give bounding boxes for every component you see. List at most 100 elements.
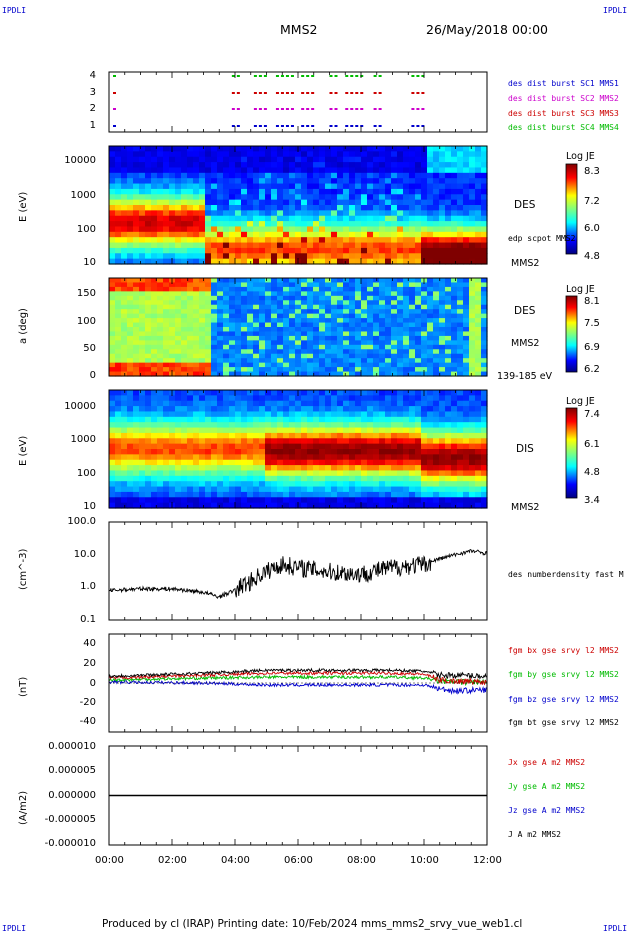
des-energy-spectrogram-cell <box>199 199 206 206</box>
dis-energy-spectrogram-cell <box>175 475 182 482</box>
des-energy-spectrogram-cell <box>403 156 410 163</box>
des-pitch-spectrogram-cell <box>451 295 458 301</box>
dis-energy-spectrogram-cell <box>457 432 464 439</box>
des-pitch-spectrogram-cell <box>433 335 440 341</box>
des-energy-spectrogram-cell <box>421 242 428 249</box>
dis-energy-spectrogram-cell <box>169 416 176 423</box>
dis-energy-spectrogram-cell <box>253 411 260 418</box>
des-pitch-spectrogram-cell <box>337 278 344 284</box>
dis-energy-spectrogram-cell <box>175 502 182 509</box>
des-pitch-spectrogram-cell <box>361 362 368 368</box>
dis-energy-spectrogram-cell <box>205 411 212 418</box>
des-pitch-spectrogram-cell <box>271 309 278 315</box>
des-pitch-spectrogram-cell <box>295 291 302 297</box>
des-energy-spectrogram-cell <box>163 215 170 222</box>
dis-energy-spectrogram-cell <box>439 406 446 413</box>
des-energy-spectrogram-cell <box>349 167 356 174</box>
des-pitch-spectrogram-cell <box>325 286 332 292</box>
des-energy-spectrogram-cell <box>109 258 116 265</box>
dis-energy-spectrogram-cell <box>181 416 188 423</box>
dis-energy-spectrogram-cell <box>433 422 440 429</box>
des-energy-spectrogram-cell <box>451 156 458 163</box>
des-energy-spectrogram-cell <box>427 167 434 174</box>
des-pitch-spectrogram-cell <box>265 322 272 328</box>
des-energy-spectrogram-cell <box>133 162 140 169</box>
dis-energy-spectrogram-cell <box>385 390 392 396</box>
des-energy-spectrogram-cell <box>133 210 140 217</box>
dis-energy-spectrogram-cell <box>109 427 116 434</box>
des-energy-spectrogram-cell <box>115 242 122 249</box>
des-pitch-spectrogram-cell <box>271 367 278 373</box>
dis-energy-spectrogram-cell <box>121 443 128 450</box>
dis-energy-spectrogram-cell <box>223 427 230 434</box>
des-energy-spectrogram-cell <box>127 178 134 185</box>
des-pitch-spectrogram-cell <box>229 309 236 315</box>
des-energy-spectrogram-cell <box>145 210 152 217</box>
des-pitch-spectrogram-cell <box>193 367 200 373</box>
des-energy-spectrogram-cell <box>337 167 344 174</box>
dis-energy-spectrogram-cell <box>433 400 440 407</box>
des-pitch-spectrogram-cell <box>241 335 248 341</box>
des-energy-spectrogram-cell <box>433 231 440 238</box>
dis-energy-spectrogram-cell <box>253 465 260 472</box>
des-pitch-spectrogram-cell <box>139 286 146 292</box>
dis-energy-spectrogram-cell <box>301 406 308 413</box>
des-energy-spectrogram-cell <box>229 151 236 158</box>
des-pitch-spectrogram-cell <box>301 335 308 341</box>
des-energy-spectrogram-cell <box>325 221 332 228</box>
dis-energy-spectrogram-cell <box>349 465 356 472</box>
des-energy-spectrogram-cell <box>145 237 152 244</box>
des-pitch-spectrogram-cell <box>355 300 362 306</box>
des-pitch-spectrogram-cell <box>145 349 152 355</box>
dis-energy-spectrogram-cell <box>427 481 434 488</box>
dis-energy-spectrogram-cell <box>373 470 380 477</box>
dis-energy-spectrogram-cell <box>325 502 332 509</box>
dis-energy-spectrogram-cell <box>403 449 410 455</box>
des-pitch-spectrogram-cell <box>133 371 140 377</box>
des-energy-spectrogram-cell <box>169 242 176 249</box>
des-pitch-spectrogram-cell <box>109 331 116 337</box>
des-energy-spectrogram-cell <box>205 151 212 158</box>
des-energy-spectrogram-cell <box>163 237 170 244</box>
des-energy-spectrogram-cell <box>121 194 128 201</box>
des-pitch-spectrogram-cell <box>379 300 386 306</box>
dis-energy-spectrogram-cell <box>187 438 194 445</box>
des-pitch-spectrogram-cell <box>385 362 392 368</box>
des-energy-colorbar <box>565 163 578 255</box>
dis-energy-spectrogram-cell <box>235 443 242 450</box>
dis-energy-spectrogram-cell <box>277 400 284 407</box>
des-pitch-spectrogram-cell <box>343 300 350 306</box>
dis-energy-spectrogram-cell <box>343 465 350 472</box>
dis-energy-spectrogram-cell <box>139 395 146 402</box>
des-energy-spectrogram-cell <box>139 210 146 217</box>
dis-energy-spectrogram-cell <box>391 449 398 455</box>
dis-energy-spectrogram-cell <box>301 422 308 429</box>
dis-energy-spectrogram-cell <box>409 502 416 509</box>
des-pitch-spectrogram-cell <box>145 300 152 306</box>
dis-energy-spectrogram-cell <box>121 459 128 466</box>
des-pitch-spectrogram-cell <box>325 309 332 315</box>
des-pitch-spectrogram-cell <box>415 340 422 346</box>
density-line <box>108 549 488 600</box>
des-pitch-spectrogram-cell <box>199 371 206 377</box>
des-energy-spectrogram-cell <box>253 221 260 228</box>
des-energy-spectrogram-cell <box>229 226 236 233</box>
des-pitch-spectrogram-cell <box>373 331 380 337</box>
dis-energy-spectrogram-cell <box>235 459 242 466</box>
des-pitch-spectrogram-cell <box>109 327 116 333</box>
bfield-legend-bt: fgm bt gse srvy l2 MMS2 <box>508 718 619 727</box>
des-pitch-spectrogram-cell <box>403 349 410 355</box>
des-pitch-spectrogram-cell <box>337 349 344 355</box>
des-pitch-spectrogram-cell <box>421 349 428 355</box>
des-pitch-spectrogram-cell <box>229 295 236 301</box>
dis-energy-spectrogram-cell <box>433 432 440 439</box>
dis-energy-spectrogram-cell <box>181 454 188 461</box>
des-energy-spectrogram-cell <box>289 205 296 211</box>
des-pitch-spectrogram-cell <box>247 300 254 306</box>
des-energy-spectrogram-cell <box>271 194 278 201</box>
des-energy-spectrogram-cell <box>481 194 488 201</box>
burst-mark <box>411 75 415 77</box>
dis-energy-spectrogram-cell <box>331 465 338 472</box>
des-energy-spectrogram-cell <box>211 237 218 244</box>
des-pitch-spectrogram-cell <box>451 304 458 310</box>
